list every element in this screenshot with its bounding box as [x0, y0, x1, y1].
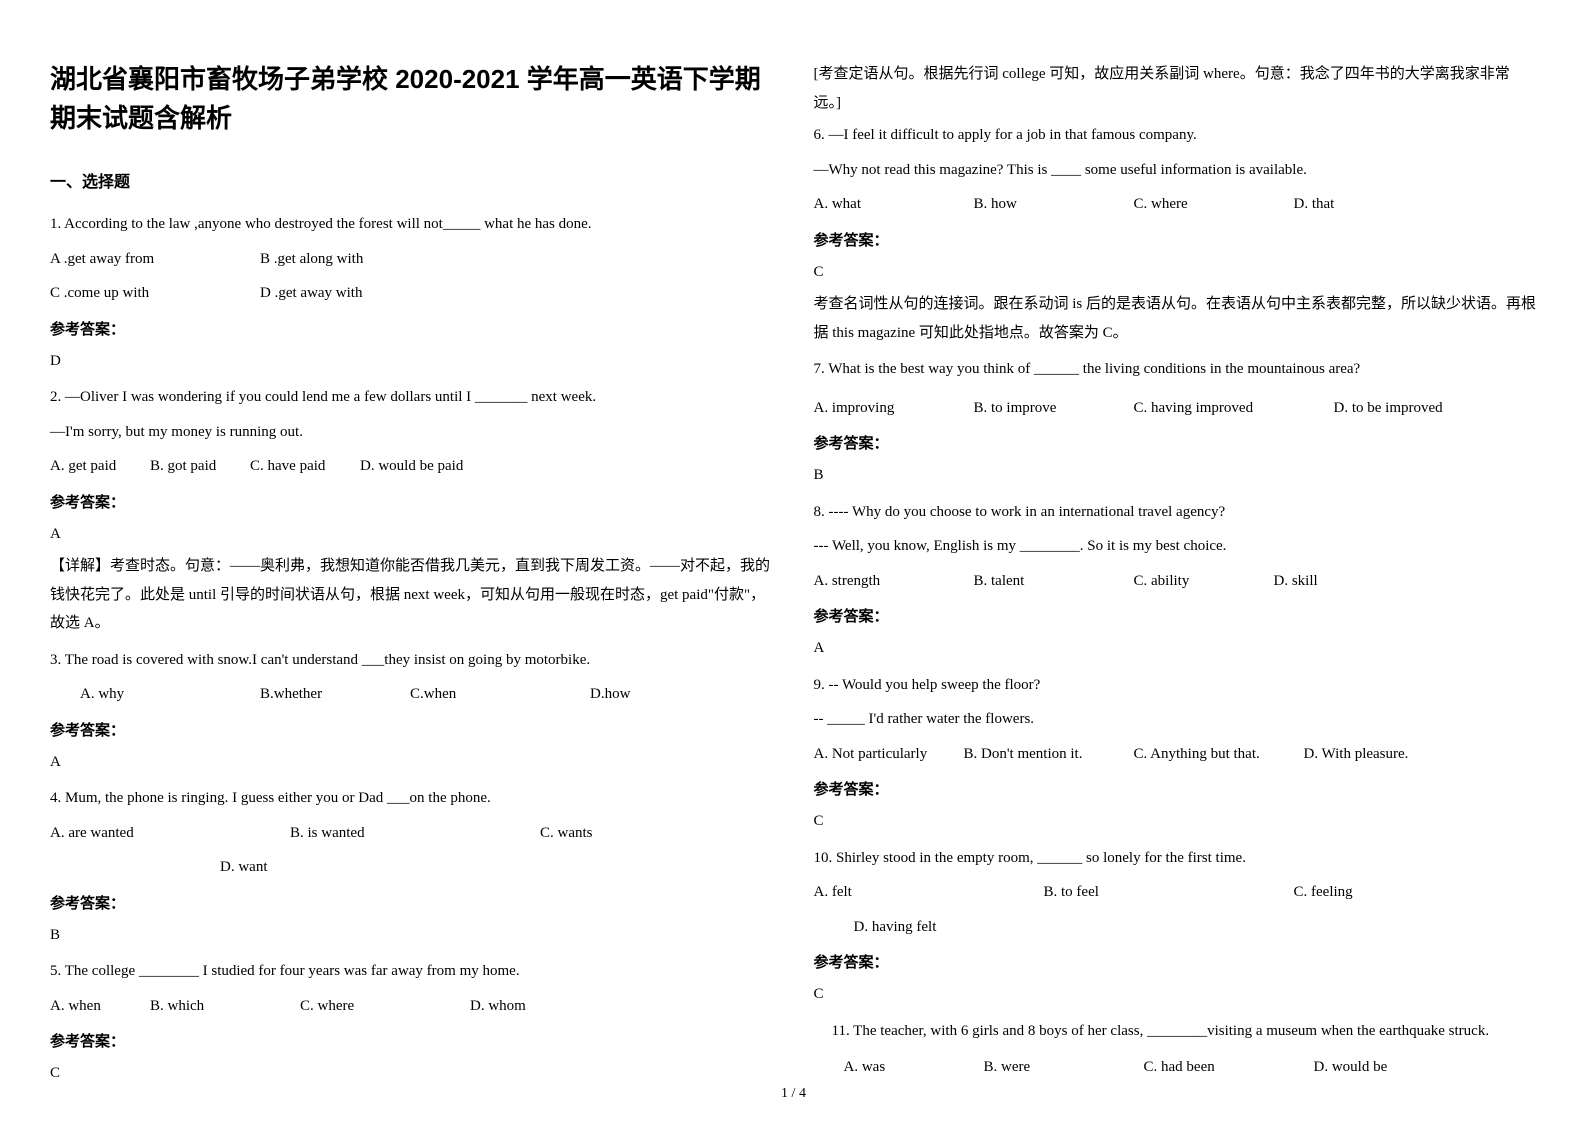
question-1: 1. According to the law ,anyone who dest… — [50, 210, 774, 379]
q4-option-a: A. are wanted — [50, 819, 290, 848]
q4-answer: B — [50, 921, 774, 950]
q2-line2: —I'm sorry, but my money is running out. — [50, 418, 774, 447]
q11-stem: 11. The teacher, with 6 girls and 8 boys… — [814, 1017, 1538, 1046]
q4-option-d: D. want — [50, 853, 288, 882]
q3-answer: A — [50, 748, 774, 777]
q8-line2: --- Well, you know, English is my ______… — [814, 532, 1538, 561]
q8-option-c: C. ability — [1134, 567, 1274, 596]
q7-option-d: D. to be improved — [1334, 394, 1494, 423]
question-9: 9. -- Would you help sweep the floor? --… — [814, 671, 1538, 840]
q3-option-a: A. why — [80, 680, 260, 709]
q5-option-c: C. where — [300, 992, 470, 1021]
q4-answer-label: 参考答案： — [50, 892, 774, 913]
q5-option-b: B. which — [150, 992, 300, 1021]
q5-stem: 5. The college ________ I studied for fo… — [50, 957, 774, 986]
q9-answer: C — [814, 807, 1538, 836]
q1-answer-label: 参考答案： — [50, 318, 774, 339]
q2-option-a: A. get paid — [50, 452, 150, 481]
q8-option-b: B. talent — [974, 567, 1134, 596]
q9-option-d: D. With pleasure. — [1304, 740, 1429, 769]
q5-answer: C — [50, 1059, 774, 1088]
q10-option-a: A. felt — [814, 878, 1044, 907]
q1-answer: D — [50, 347, 774, 376]
q10-answer: C — [814, 980, 1538, 1009]
q8-option-d: D. skill — [1274, 567, 1338, 596]
q10-option-d: D. having felt — [814, 913, 937, 942]
q7-option-c: C. having improved — [1134, 394, 1334, 423]
q1-option-d: D .get away with — [260, 279, 470, 308]
q4-option-b: B. is wanted — [290, 819, 540, 848]
q4-option-c: C. wants — [540, 819, 613, 848]
q7-answer: B — [814, 461, 1538, 490]
q5-answer-label: 参考答案： — [50, 1030, 774, 1051]
q6-option-b: B. how — [974, 190, 1134, 219]
q6-answer-label: 参考答案： — [814, 229, 1538, 250]
q8-option-a: A. strength — [814, 567, 974, 596]
question-8: 8. ---- Why do you choose to work in an … — [814, 498, 1538, 667]
q6-option-d: D. that — [1294, 190, 1454, 219]
q3-option-b: B.whether — [260, 680, 410, 709]
q7-option-b: B. to improve — [974, 394, 1134, 423]
q6-option-c: C. where — [1134, 190, 1294, 219]
q4-stem: 4. Mum, the phone is ringing. I guess ei… — [50, 784, 774, 813]
q11-option-c: C. had been — [1144, 1053, 1314, 1082]
page-number: 1 / 4 — [781, 1086, 806, 1102]
q9-option-b: B. Don't mention it. — [964, 740, 1134, 769]
q2-answer-label: 参考答案： — [50, 491, 774, 512]
question-6: 6. —I feel it difficult to apply for a j… — [814, 121, 1538, 351]
q6-line1: 6. —I feel it difficult to apply for a j… — [814, 121, 1538, 150]
q9-option-a: A. Not particularly — [814, 740, 964, 769]
q5-explanation: [考查定语从句。根据先行词 college 可知，故应用关系副词 where。句… — [814, 60, 1538, 117]
q10-option-b: B. to feel — [1044, 878, 1294, 907]
q6-option-a: A. what — [814, 190, 974, 219]
q10-option-c: C. feeling — [1294, 878, 1373, 907]
q11-option-b: B. were — [984, 1053, 1144, 1082]
q6-answer: C — [814, 258, 1538, 287]
question-10: 10. Shirley stood in the empty room, ___… — [814, 844, 1538, 1013]
q10-stem: 10. Shirley stood in the empty room, ___… — [814, 844, 1538, 873]
q9-answer-label: 参考答案： — [814, 778, 1538, 799]
question-5: 5. The college ________ I studied for fo… — [50, 957, 774, 1092]
q7-answer-label: 参考答案： — [814, 432, 1538, 453]
q7-option-a: A. improving — [814, 394, 974, 423]
q6-explanation: 考查名词性从句的连接词。跟在系动词 is 后的是表语从句。在表语从句中主系表都完… — [814, 290, 1538, 347]
question-7: 7. What is the best way you think of ___… — [814, 355, 1538, 494]
q10-answer-label: 参考答案： — [814, 951, 1538, 972]
q7-stem: 7. What is the best way you think of ___… — [814, 355, 1538, 384]
q2-option-d: D. would be paid — [360, 452, 483, 481]
q11-option-a: A. was — [844, 1053, 984, 1082]
q2-option-b: B. got paid — [150, 452, 250, 481]
q3-option-c: C.when — [410, 680, 590, 709]
question-11: 11. The teacher, with 6 girls and 8 boys… — [814, 1017, 1538, 1088]
q2-option-c: C. have paid — [250, 452, 360, 481]
question-4: 4. Mum, the phone is ringing. I guess ei… — [50, 784, 774, 953]
right-column: [考查定语从句。根据先行词 college 可知，故应用关系副词 where。句… — [814, 60, 1538, 1102]
q6-line2: —Why not read this magazine? This is ___… — [814, 156, 1538, 185]
left-column: 湖北省襄阳市畜牧场子弟学校 2020-2021 学年高一英语下学期期末试题含解析… — [50, 60, 774, 1102]
q8-answer-label: 参考答案： — [814, 605, 1538, 626]
section-heading-1: 一、选择题 — [50, 168, 774, 192]
q1-option-c: C .come up with — [50, 279, 260, 308]
q5-option-d: D. whom — [470, 992, 550, 1021]
q3-option-d: D.how — [590, 680, 650, 709]
q3-answer-label: 参考答案： — [50, 719, 774, 740]
q2-line1: 2. —Oliver I was wondering if you could … — [50, 383, 774, 412]
q8-line1: 8. ---- Why do you choose to work in an … — [814, 498, 1538, 527]
question-3: 3. The road is covered with snow.I can't… — [50, 646, 774, 781]
q1-option-b: B .get along with — [260, 245, 470, 274]
q11-option-d: D. would be — [1314, 1053, 1414, 1082]
q9-option-c: C. Anything but that. — [1134, 740, 1304, 769]
q1-stem: 1. According to the law ,anyone who dest… — [50, 210, 774, 239]
document-title: 湖北省襄阳市畜牧场子弟学校 2020-2021 学年高一英语下学期期末试题含解析 — [50, 60, 774, 138]
q9-line2: -- _____ I'd rather water the flowers. — [814, 705, 1538, 734]
q9-line1: 9. -- Would you help sweep the floor? — [814, 671, 1538, 700]
q1-option-a: A .get away from — [50, 245, 260, 274]
q5-option-a: A. when — [50, 992, 150, 1021]
q3-stem: 3. The road is covered with snow.I can't… — [50, 646, 774, 675]
q2-explanation: 【详解】考查时态。句意：——奥利弗，我想知道你能否借我几美元，直到我下周发工资。… — [50, 552, 774, 638]
question-2: 2. —Oliver I was wondering if you could … — [50, 383, 774, 642]
q8-answer: A — [814, 634, 1538, 663]
q2-answer: A — [50, 520, 774, 549]
